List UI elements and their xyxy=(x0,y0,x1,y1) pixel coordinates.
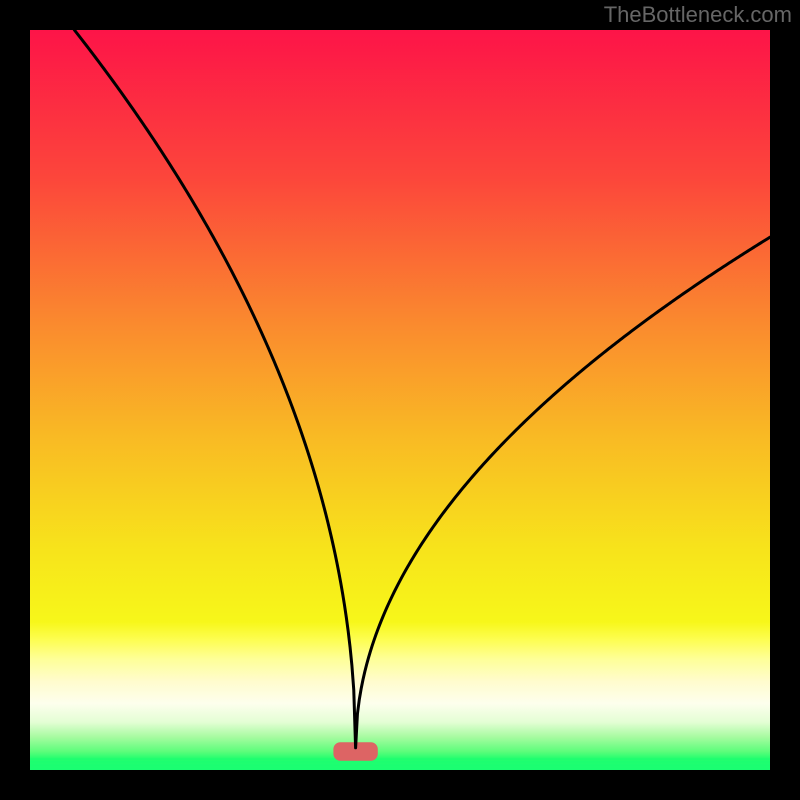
bottom-bands xyxy=(30,758,770,766)
chart-svg xyxy=(30,30,770,770)
gradient-background xyxy=(30,30,770,770)
plot-area xyxy=(30,30,770,770)
watermark-text: TheBottleneck.com xyxy=(604,2,792,28)
